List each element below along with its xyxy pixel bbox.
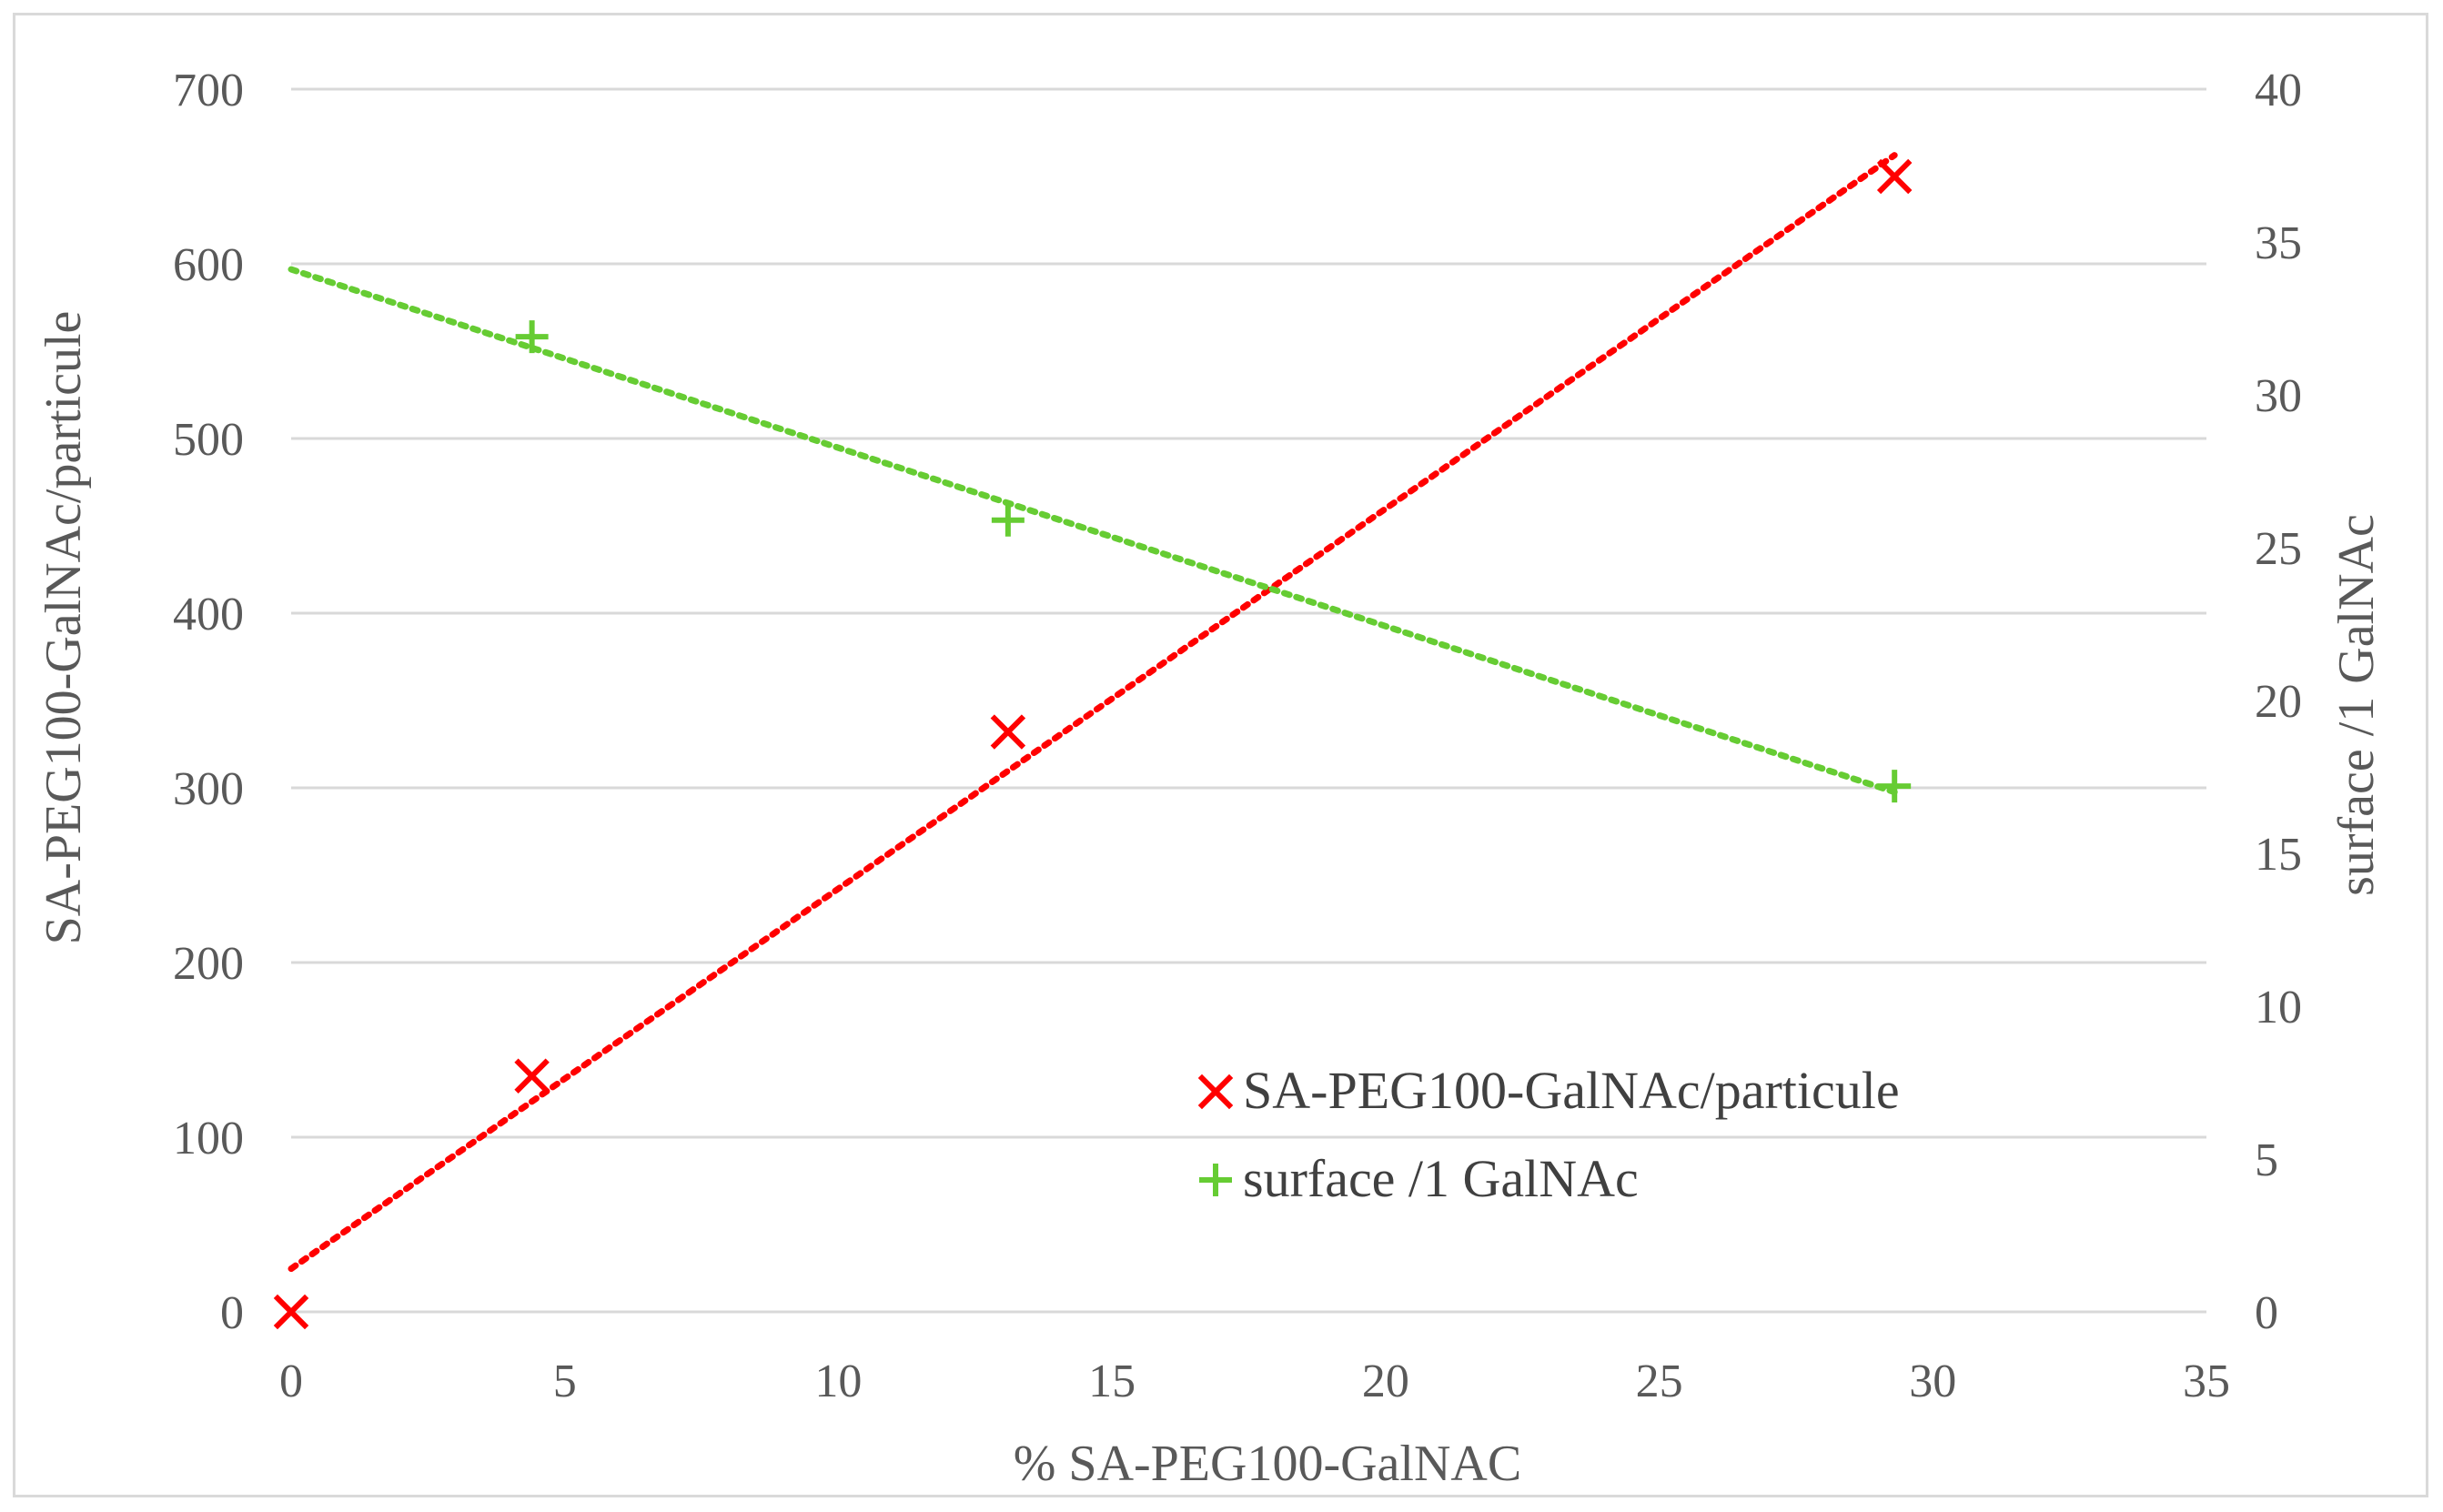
y-tick-label-5: 500 [173,414,244,466]
y2-tick-label-6: 30 [2255,370,2302,422]
trendline-series-1 [288,266,1898,796]
point-series-1-2 [1878,770,1912,803]
legend-label-surface: surface /1 GalNAc [1243,1149,1639,1208]
y-axis-title: SA-PEG100-GalNAc/particule [35,311,92,945]
point-series-0-0 [273,1294,309,1330]
y-tick-label-2: 200 [173,938,244,990]
trendlines [288,152,1898,1273]
point-series-0-2 [990,714,1026,750]
trendline-series-0 [288,152,1898,1273]
legend: SA-PEG100-GalNAc/particule surface /1 Ga… [1197,1061,1900,1208]
x-axis-ticks: 0 5 10 15 20 25 30 35 [279,1356,2230,1407]
y2-tick-label-8: 40 [2255,65,2302,116]
x-tick-label-7: 35 [2183,1356,2230,1407]
y2-tick-label-0: 0 [2255,1287,2278,1339]
point-series-0-0-stroke-b [273,1294,309,1330]
point-series-1-1 [991,503,1025,537]
legend-x-glyph [1197,1074,1234,1110]
x-tick-label-4: 20 [1362,1356,1409,1407]
y2-tick-label-1: 5 [2255,1134,2278,1186]
y2-tick-label-3: 15 [2255,829,2302,881]
y-tick-label-1: 100 [173,1113,244,1164]
x-tick-label-2: 10 [814,1356,862,1407]
left-axis-ticks: 0 100 200 300 400 500 600 700 [173,65,244,1339]
legend-marker-plus [1199,1164,1232,1196]
y2-tick-label-7: 35 [2255,217,2302,269]
y-tick-label-6: 600 [173,239,244,291]
y2-tick-label-5: 25 [2255,523,2302,575]
y-tick-label-7: 700 [173,65,244,116]
y2-axis-title: surface /1 GalNAc [2328,514,2385,896]
point-series-0-2-stroke-b [990,714,1026,750]
x-tick-label-0: 0 [279,1356,303,1407]
point-series-0-3-stroke-b [1876,158,1913,195]
x-tick-label-6: 30 [1909,1356,1956,1407]
legend-item-particule: SA-PEG100-GalNAc/particule [1197,1061,1900,1120]
point-series-1-0 [515,320,549,354]
point-series-0-1 [514,1058,550,1094]
x-tick-label-3: 15 [1088,1356,1136,1407]
point-series-0-3 [1876,158,1913,195]
legend-marker-x [1197,1074,1234,1110]
y2-tick-label-4: 20 [2255,676,2302,728]
data-markers [273,158,1913,1330]
x-tick-label-5: 25 [1636,1356,1683,1407]
legend-x-glyph-stroke-b [1197,1074,1234,1110]
y-tick-label-4: 400 [173,589,244,640]
x-tick-label-1: 5 [553,1356,577,1407]
point-series-0-1-stroke-b [514,1058,550,1094]
y2-tick-label-2: 10 [2255,982,2302,1033]
chart-frame [13,13,2428,1497]
legend-label-particule: SA-PEG100-GalNAc/particule [1243,1061,1900,1120]
legend-plus-glyph [1199,1164,1232,1196]
y-tick-label-3: 300 [173,763,244,815]
legend-item-surface: surface /1 GalNAc [1199,1149,1639,1208]
y-tick-label-0: 0 [220,1287,244,1339]
gridlines [291,87,2206,1314]
x-axis-title: % SA-PEG100-GalNAC [1014,1436,1521,1492]
right-axis-ticks: 0 5 10 15 20 25 30 35 40 [2255,65,2302,1339]
